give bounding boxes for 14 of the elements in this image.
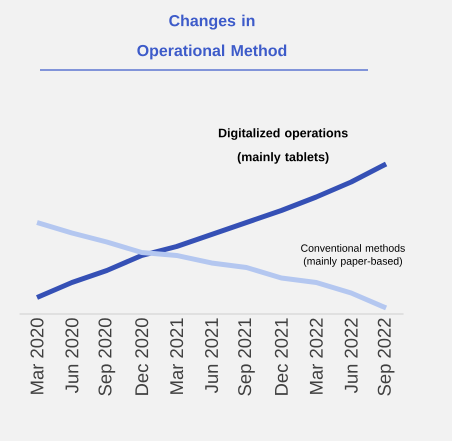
x-tick-label: Dec 2020 xyxy=(135,318,148,395)
series-label: Digitalized operations (mainly tablets) xyxy=(218,128,348,164)
series-label: Conventional methods (mainly paper-based) xyxy=(301,244,405,267)
x-tick-label: Dec 2021 xyxy=(274,318,288,395)
x-tick-label: Sep 2020 xyxy=(98,318,116,396)
x-tick-label: Mar 2022 xyxy=(310,318,323,394)
x-tick-label: Jun 2020 xyxy=(65,318,78,394)
x-tick-label: Mar 2021 xyxy=(170,318,184,394)
x-tick-label: Sep 2021 xyxy=(238,318,255,396)
chart-title: Changes in Operational Method xyxy=(137,14,286,60)
x-tick-label: Mar 2020 xyxy=(30,318,44,394)
x-tick-label: Sep 2022 xyxy=(378,318,394,396)
x-tick-label: Jun 2021 xyxy=(205,318,218,394)
x-tick-label: Jun 2022 xyxy=(344,318,358,394)
